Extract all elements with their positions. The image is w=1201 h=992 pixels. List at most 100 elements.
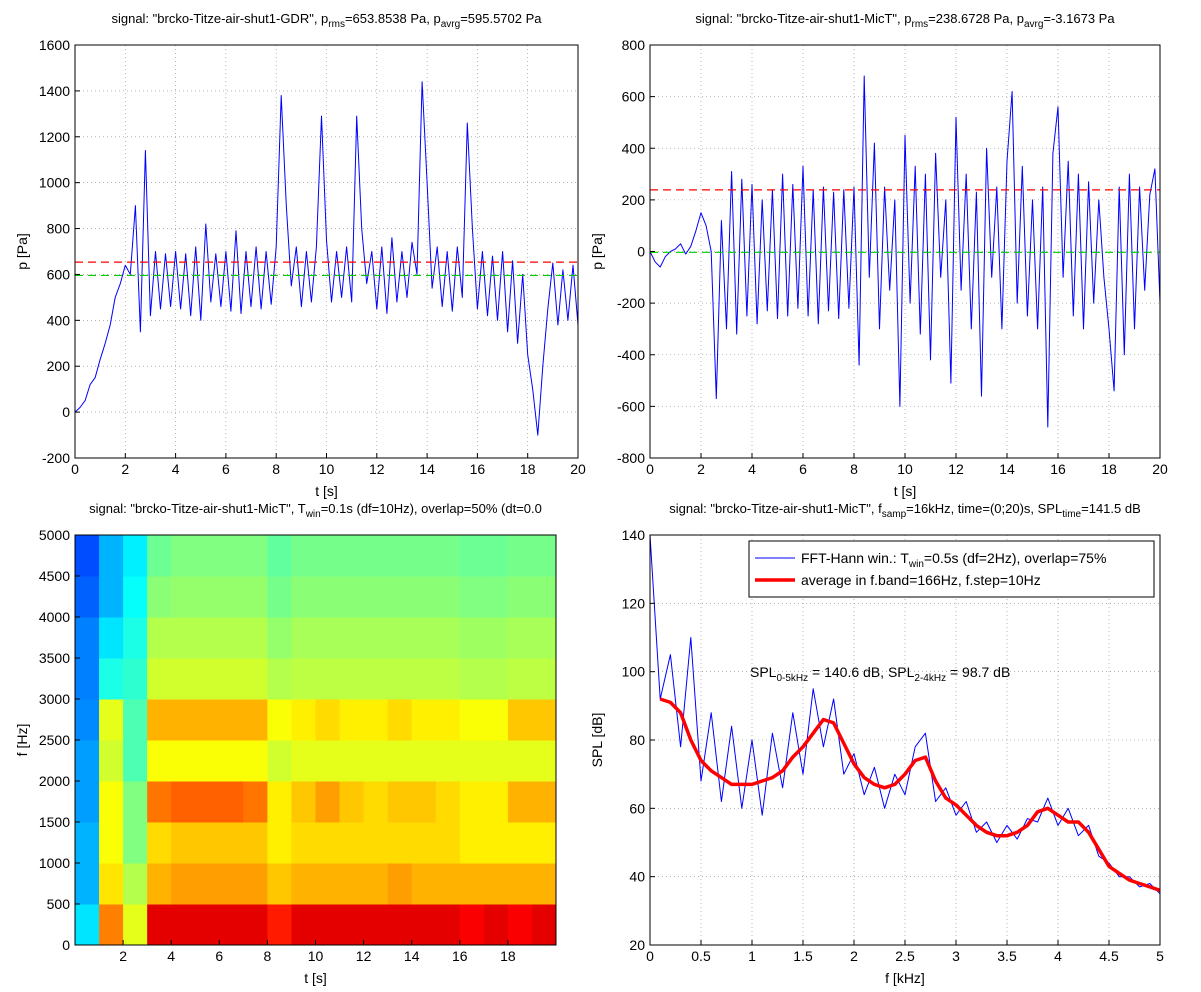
heatmap-cell (435, 535, 461, 577)
heatmap-cell (291, 535, 316, 577)
x-tick-label: 14 (404, 948, 420, 964)
heatmap-cell (531, 904, 556, 945)
heatmap-cell (315, 781, 341, 823)
text-part: signal: "brcko-Titze-air-shut1-MicT", f (669, 501, 882, 516)
heatmap-cell (123, 617, 148, 659)
x-tick-label: 6 (222, 461, 230, 477)
x-tick-label: 20 (1152, 461, 1168, 477)
text-part: =16kHz, time=(0;20)s, SPL (906, 501, 1062, 516)
heatmap-cell (411, 699, 437, 741)
y-tick-label: 1000 (39, 175, 70, 191)
x-tick-label: 4 (167, 948, 175, 964)
heatmap-cell (219, 822, 244, 864)
heatmap-cell (339, 781, 365, 823)
heatmap-cell (195, 535, 220, 577)
text-part: = 140.6 dB, SPL (808, 664, 914, 680)
heatmap-cell (75, 822, 100, 864)
heatmap-cell (483, 699, 509, 741)
y-tick-label: -800 (617, 450, 645, 466)
heatmap-cell (267, 576, 292, 618)
heatmap-cell (147, 699, 172, 741)
heatmap-cell (147, 863, 172, 905)
y-tick-label: 400 (622, 140, 646, 156)
heatmap-cell (483, 822, 509, 864)
heatmap-cell (387, 822, 413, 864)
heatmap-cell (507, 781, 533, 823)
heatmap-cell (267, 822, 292, 864)
plot-area (650, 535, 1160, 945)
heatmap-cell (195, 617, 220, 659)
heatmap-cell (363, 863, 389, 905)
x-tick-label: 18 (500, 948, 516, 964)
x-axis-label: t [s] (315, 483, 338, 499)
heatmap-cell (411, 617, 437, 659)
heatmap-cell (291, 617, 316, 659)
heatmap-cell (99, 863, 124, 905)
heatmap-cell (363, 740, 389, 782)
text-part: FFT-Hann win.: T (801, 550, 909, 566)
x-tick-label: 2 (697, 461, 705, 477)
heatmap-cell (507, 740, 533, 782)
series-line (75, 81, 578, 436)
heatmap-cell (507, 576, 533, 618)
heatmap-cell (387, 658, 413, 700)
legend-box (748, 540, 1155, 598)
y-tick-label: -600 (617, 398, 645, 414)
chart-title: signal: "brcko-Titze-air-shut1-MicT", pr… (695, 11, 1115, 30)
heatmap-cell (99, 822, 124, 864)
x-tick-label: 10 (319, 461, 335, 477)
x-tick-label: 1.5 (793, 948, 813, 964)
y-tick-label: 500 (47, 896, 71, 912)
heatmap-cell (483, 617, 509, 659)
heatmap-cell (243, 699, 268, 741)
series-line (650, 75, 1160, 428)
y-tick-label: 1500 (39, 814, 70, 830)
heatmap-cell (339, 658, 365, 700)
heatmap-cell (387, 781, 413, 823)
heatmap-cell (411, 822, 437, 864)
heatmap-cell (315, 576, 341, 618)
heatmap-cell (267, 658, 292, 700)
heatmap-cell (363, 904, 389, 945)
text-part: =0.1s (df=10Hz), overlap=50% (dt=0.0 (321, 501, 542, 516)
x-tick-label: 10 (308, 948, 324, 964)
heatmap-cell (459, 781, 485, 823)
heatmap-cell (435, 863, 461, 905)
heatmap-cell (363, 576, 389, 618)
heatmap-cell (507, 617, 533, 659)
heatmap-cell (531, 535, 556, 577)
heatmap-cell (75, 863, 100, 905)
heatmap-cell (483, 781, 509, 823)
heatmap-cell (219, 535, 244, 577)
heatmap-cell (243, 904, 268, 945)
x-tick-label: 2 (121, 461, 129, 477)
y-tick-label: 600 (47, 266, 71, 282)
heatmap-cell (243, 617, 268, 659)
y-tick-label: 2500 (39, 732, 70, 748)
heatmap-cell (123, 904, 148, 945)
heatmap-cell (291, 781, 316, 823)
x-tick-label: 3.5 (997, 948, 1017, 964)
x-tick-label: 8 (264, 948, 272, 964)
x-tick-label: 12 (369, 461, 385, 477)
axes-frame (649, 534, 1161, 946)
heatmap-cell (315, 904, 341, 945)
heatmap-cell (531, 658, 556, 700)
heatmap-cell (123, 863, 148, 905)
y-axis-label: p [Pa] (589, 233, 605, 270)
heatmap-cell (459, 904, 485, 945)
y-tick-label: 100 (622, 664, 646, 680)
x-tick-label: 16 (452, 948, 468, 964)
heatmap-cell (387, 904, 413, 945)
heatmap-cell (435, 658, 461, 700)
heatmap-cell (219, 617, 244, 659)
heatmap-cell (483, 740, 509, 782)
heatmap-cell (219, 699, 244, 741)
heatmap-cell (339, 699, 365, 741)
heatmap-cell (147, 576, 172, 618)
heatmap-cell (507, 863, 533, 905)
x-tick-label: 2.5 (895, 948, 915, 964)
axes-frame (74, 44, 579, 459)
heatmap-cell (195, 576, 220, 618)
